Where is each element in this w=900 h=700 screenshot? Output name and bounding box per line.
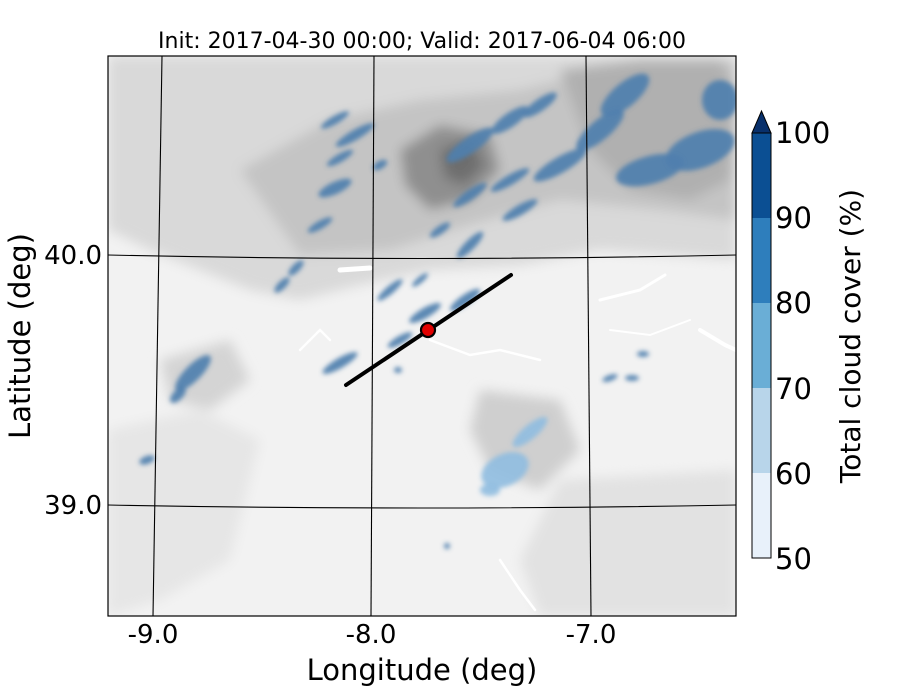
colorbar-segment [752,303,771,388]
colorbar-segment [752,473,771,558]
cloud-cover-light-region [480,416,548,496]
graticule [108,56,736,616]
colorbar-ticks: 50 60 70 80 90 100 [775,116,830,576]
x-tick-label: -8.0 [346,620,397,650]
location-marker [419,321,437,339]
colorbar-segment [752,388,771,473]
y-axis-ticks: 40.0 39.0 [44,241,102,521]
colorbar-tick-label: 50 [775,542,812,576]
x-axis-ticks: -9.0 -8.0 -7.0 [128,620,617,650]
colorbar-segment [752,218,771,303]
colorbar-extend-arrow [751,109,772,134]
colorbar-frame [751,132,772,559]
colorbar-label: Total cloud cover (%) [834,189,867,484]
x-tick-label: -7.0 [566,620,617,650]
colorbar-tick-label: 90 [775,201,812,235]
map-frame [107,55,737,617]
map-panel [108,56,736,616]
cloud-cover-overlay [139,73,736,549]
x-axis-label: Longitude (deg) [307,653,538,687]
y-tick-label: 39.0 [44,491,102,521]
colorbar-tick-label: 60 [775,457,812,491]
colorbar-tick-label: 100 [775,116,830,150]
x-tick-label: -9.0 [128,620,179,650]
colorbar-segment [752,133,771,218]
river-lines [298,265,736,612]
y-tick-label: 40.0 [44,241,102,271]
map-title: Init: 2017-04-30 00:00; Valid: 2017-06-0… [158,29,686,54]
colorbar-tick-label: 80 [775,286,812,320]
colorbar-tick-label: 70 [775,372,812,406]
y-axis-label: Latitude (deg) [3,233,37,439]
colorbar [751,109,772,559]
